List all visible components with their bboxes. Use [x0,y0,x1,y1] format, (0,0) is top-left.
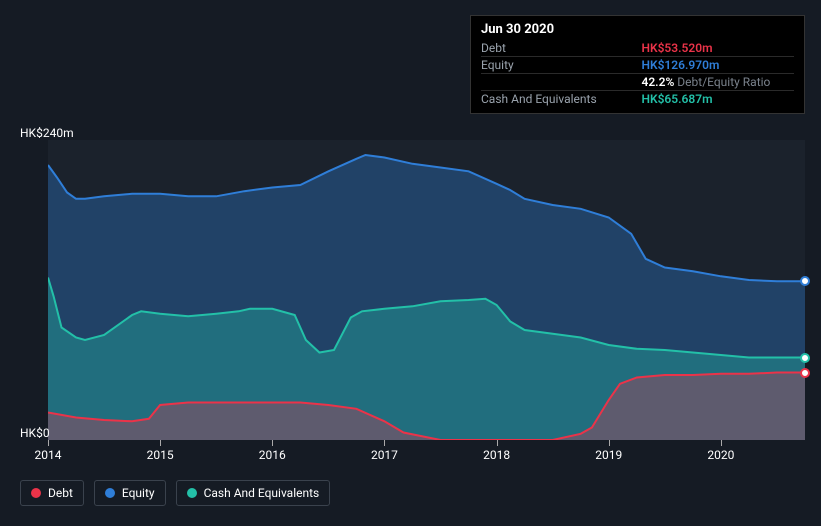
tooltip-row-label: Cash And Equivalents [481,91,641,108]
tooltip: Jun 30 2020 DebtHK$53.520mEquityHK$126.9… [470,15,805,114]
y-label: HK$0 [20,426,50,440]
end-marker-cash [800,353,810,363]
legend-dot-icon [105,488,115,498]
x-tick [721,440,722,446]
x-label: 2018 [483,448,510,462]
legend-dot-icon [187,488,197,498]
tooltip-row: Cash And EquivalentsHK$65.687m [481,91,794,108]
tooltip-row-label: Equity [481,57,641,74]
legend-item-cash[interactable]: Cash And Equivalents [176,480,331,506]
financial-chart: { "chart": { "type": "area", "background… [0,0,821,526]
legend-label: Debt [48,486,73,500]
x-label: 2019 [595,448,622,462]
tooltip-row-label [481,74,641,91]
tooltip-row: DebtHK$53.520m [481,40,794,57]
x-tick [160,440,161,446]
x-label: 2014 [35,448,62,462]
tooltip-row-value: HK$65.687m [641,91,794,108]
x-tick [497,440,498,446]
x-tick [609,440,610,446]
x-label: 2020 [707,448,734,462]
y-label: HK$240m [20,126,74,140]
legend: Debt Equity Cash And Equivalents [20,480,330,506]
tooltip-date: Jun 30 2020 [481,22,794,37]
legend-item-debt[interactable]: Debt [20,480,84,506]
plot-area[interactable] [48,140,805,440]
tooltip-row-value: HK$53.520m [641,40,794,57]
legend-item-equity[interactable]: Equity [94,480,166,506]
x-tick [272,440,273,446]
legend-label: Cash And Equivalents [204,486,320,500]
x-label: 2016 [259,448,286,462]
tooltip-row-value: 42.2% Debt/Equity Ratio [641,74,794,91]
x-tick [384,440,385,446]
x-tick [48,440,49,446]
tooltip-row: EquityHK$126.970m [481,57,794,74]
tooltip-table: DebtHK$53.520mEquityHK$126.970m42.2% Deb… [481,40,794,107]
x-label: 2015 [147,448,174,462]
end-marker-debt [800,368,810,378]
tooltip-row: 42.2% Debt/Equity Ratio [481,74,794,91]
end-marker-equity [800,276,810,286]
legend-dot-icon [31,488,41,498]
tooltip-row-label: Debt [481,40,641,57]
tooltip-row-value: HK$126.970m [641,57,794,74]
x-label: 2017 [371,448,398,462]
legend-label: Equity [122,486,155,500]
